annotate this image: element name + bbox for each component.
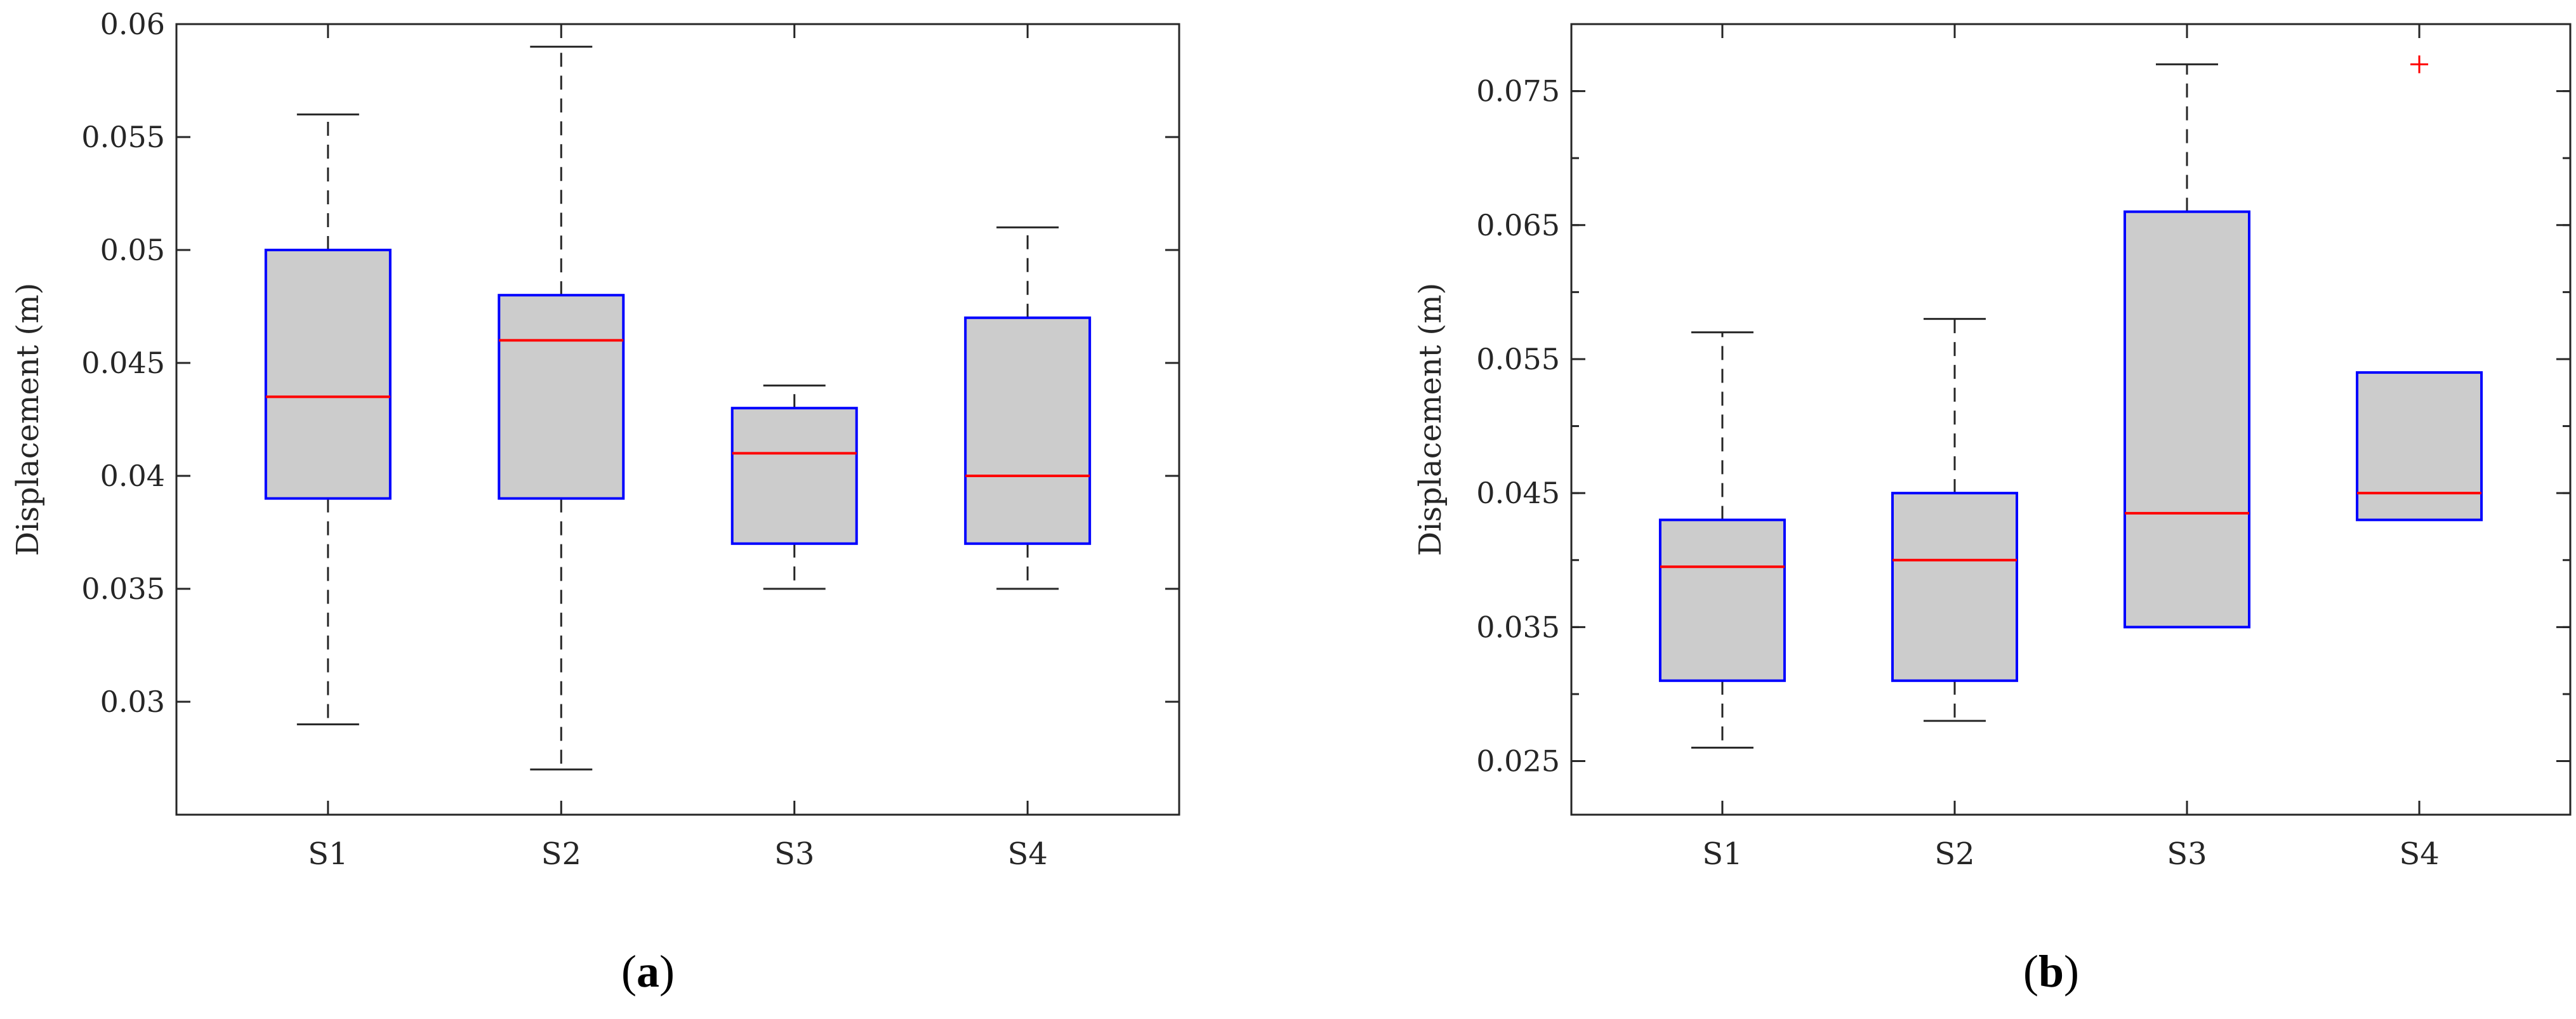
box-s2 xyxy=(1891,492,2018,682)
y-tick-label: 0.075 xyxy=(1476,74,1560,108)
y-tick-label: 0.04 xyxy=(100,459,165,493)
x-category-label: S4 xyxy=(1007,836,1047,872)
boxplot-panel-b: 0.025 0.035 0.045 0.055 0.065 0.075 Displaceme… xyxy=(1413,23,2572,872)
box-s4 xyxy=(2356,371,2483,522)
x-category-label: S1 xyxy=(1702,836,1742,872)
box-s3 xyxy=(730,407,858,545)
y-tick-label: 0.045 xyxy=(81,346,165,380)
plot-frame xyxy=(1570,23,2572,816)
box-s3 xyxy=(2124,210,2251,629)
x-category-label: S4 xyxy=(2399,836,2439,872)
y-tick-label: 0.03 xyxy=(100,685,165,719)
y-tick-label: 0.05 xyxy=(100,233,165,267)
box-s1 xyxy=(264,249,392,500)
x-category-label: S3 xyxy=(2167,836,2207,872)
y-tick-label: 0.035 xyxy=(81,572,165,606)
x-category-label: S2 xyxy=(1934,836,1974,872)
outlier-marker xyxy=(2410,55,2429,74)
x-category-label: S2 xyxy=(541,836,581,872)
box-s2 xyxy=(498,294,625,500)
box-s4 xyxy=(964,316,1092,545)
caption-a: (a) xyxy=(621,946,675,997)
y-tick-label: 0.055 xyxy=(81,120,165,154)
y-tick-label: 0.025 xyxy=(1476,744,1560,779)
y-axis-label: Displacement (m) xyxy=(10,283,46,556)
y-tick-label: 0.065 xyxy=(1476,208,1560,242)
y-tick-label: 0.06 xyxy=(100,7,165,41)
y-tick-label: 0.055 xyxy=(1476,342,1560,376)
caption-a-letter: a xyxy=(637,946,659,997)
x-category-label: S1 xyxy=(308,836,348,872)
caption-b-letter: b xyxy=(2038,946,2064,997)
y-axis-label: Displacement (m) xyxy=(1413,283,1448,556)
boxplot-panel-a: 0.03 0.035 0.04 0.045 0.05 0.055 0.06 Displacem… xyxy=(10,7,1180,872)
y-tick-label: 0.045 xyxy=(1476,476,1560,510)
plot-frame xyxy=(175,23,1180,816)
caption-b: (b) xyxy=(2023,946,2080,997)
y-tick-label: 0.035 xyxy=(1476,610,1560,644)
box-s1 xyxy=(1658,518,1786,682)
x-category-label: S3 xyxy=(774,836,814,872)
